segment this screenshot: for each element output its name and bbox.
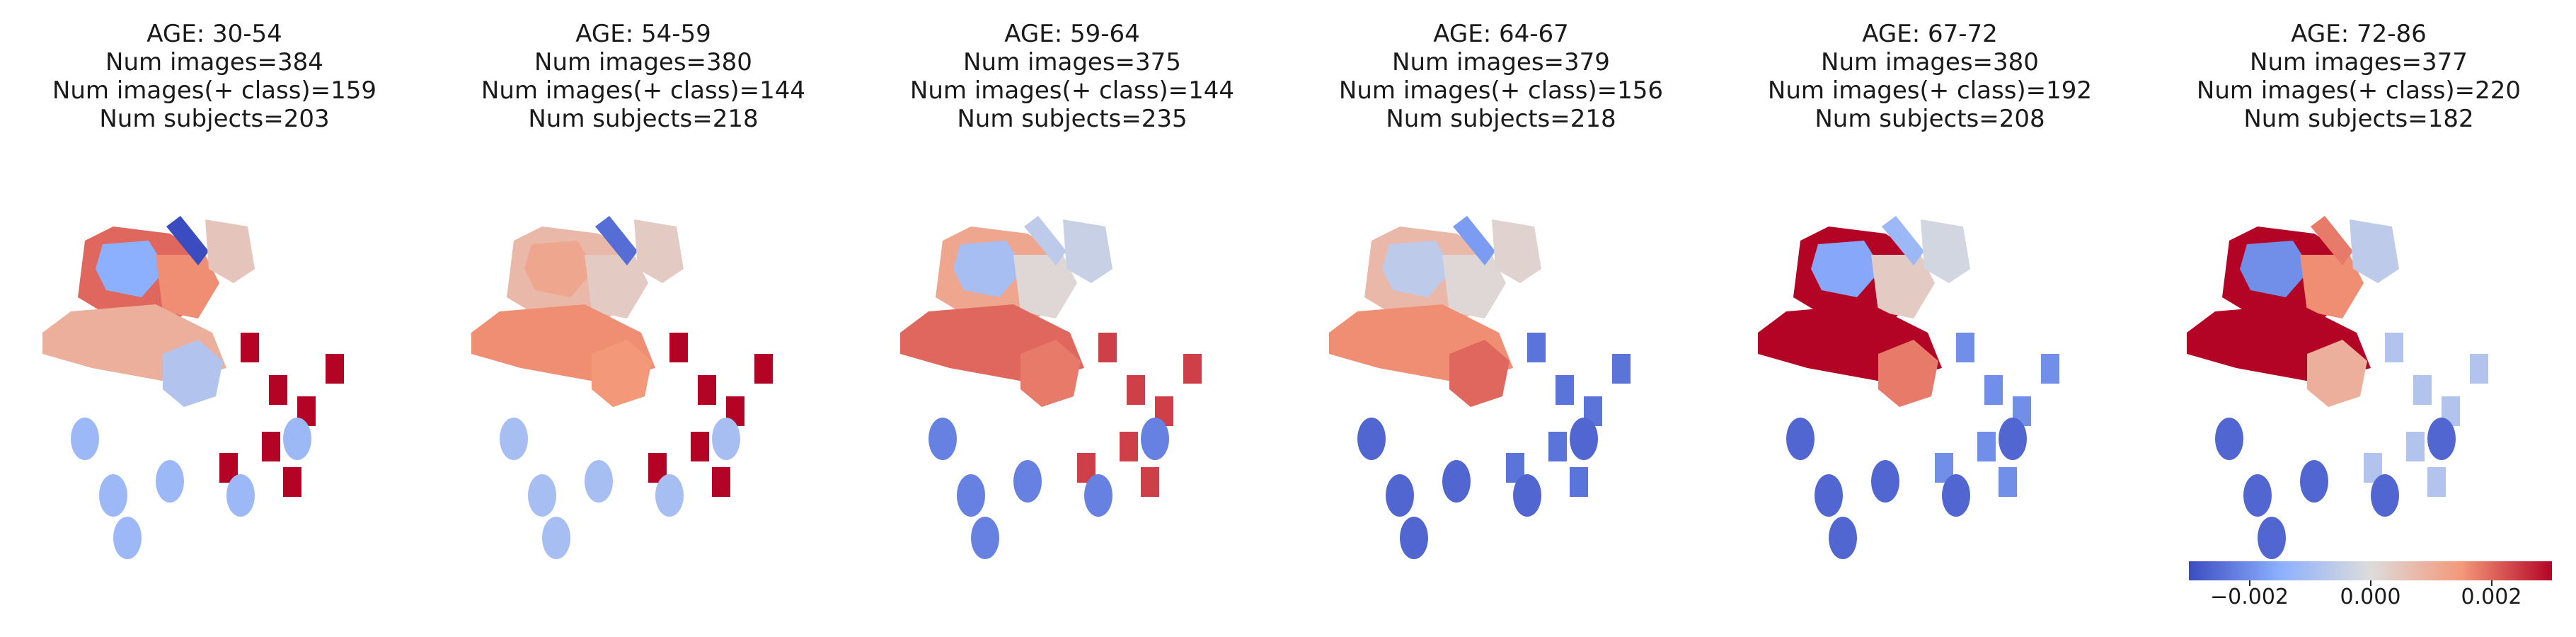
colorbar-tick (2248, 580, 2250, 586)
colorbar-gradient (2189, 561, 2552, 580)
brain-map-panel: AGE: 54-59 Num images=380 Num images(+ cla… (429, 0, 858, 637)
brain-slice-image (2187, 216, 2488, 559)
title-line-images: Num images=380 (1821, 48, 2039, 76)
brain-slice-image (471, 216, 773, 559)
title-line-subjects: Num subjects=235 (957, 105, 1188, 133)
title-line-pos: Num images(+ class)=159 (52, 76, 377, 105)
panel-title: AGE: 30-54 Num images=384 Num images(+ cla… (0, 20, 429, 133)
brain-slice-image (42, 216, 344, 559)
title-line-pos: Num images(+ class)=144 (481, 76, 806, 105)
title-line-age: AGE: 54-59 (575, 20, 711, 48)
brain-map-panel: AGE: 72-86 Num images=377 Num images(+ cla… (2144, 0, 2573, 637)
panel-title: AGE: 64-67 Num images=379 Num images(+ cla… (1287, 20, 1715, 133)
brain-slice-image (1758, 216, 2059, 559)
title-line-pos: Num images(+ class)=192 (1767, 76, 2093, 105)
colorbar-tick-label: 0.002 (2461, 585, 2522, 609)
panel-title: AGE: 72-86 Num images=377 Num images(+ cla… (2144, 20, 2573, 133)
title-line-pos: Num images(+ class)=220 (2196, 76, 2522, 105)
brain-map-panel: AGE: 64-67 Num images=379 Num images(+ cla… (1287, 0, 1715, 637)
brain-map-panel: AGE: 30-54 Num images=384 Num images(+ cla… (0, 0, 429, 637)
title-line-images: Num images=380 (534, 48, 752, 76)
title-line-age: AGE: 59-64 (1004, 20, 1140, 48)
title-line-images: Num images=379 (1392, 48, 1610, 76)
title-line-age: AGE: 72-86 (2291, 20, 2427, 48)
brain-slice-image (1329, 216, 1631, 559)
brain-map-panel: AGE: 59-64 Num images=375 Num images(+ cla… (858, 0, 1287, 637)
title-line-age: AGE: 30-54 (146, 20, 282, 48)
colorbar-tick-label: −0.002 (2209, 585, 2289, 609)
title-line-images: Num images=375 (963, 48, 1181, 76)
title-line-subjects: Num subjects=218 (528, 105, 759, 133)
title-line-images: Num images=384 (105, 48, 323, 76)
panel-title: AGE: 59-64 Num images=375 Num images(+ cla… (858, 20, 1287, 133)
colorbar-tick (2369, 580, 2371, 586)
colorbar-tick (2490, 580, 2492, 586)
title-line-subjects: Num subjects=208 (1815, 105, 2045, 133)
brain-slice-image (900, 216, 1202, 559)
colorbar (2189, 561, 2552, 580)
title-line-pos: Num images(+ class)=144 (909, 76, 1235, 105)
title-line-subjects: Num subjects=203 (99, 105, 330, 133)
title-line-subjects: Num subjects=182 (2243, 105, 2474, 133)
title-line-images: Num images=377 (2250, 48, 2468, 76)
title-line-subjects: Num subjects=218 (1386, 105, 1616, 133)
title-line-pos: Num images(+ class)=156 (1338, 76, 1664, 105)
title-line-age: AGE: 67-72 (1862, 20, 1998, 48)
title-line-age: AGE: 64-67 (1433, 20, 1569, 48)
brain-map-panel: AGE: 67-72 Num images=380 Num images(+ cla… (1715, 0, 2144, 637)
panel-title: AGE: 67-72 Num images=380 Num images(+ cla… (1715, 20, 2144, 133)
colorbar-tick-label: 0.000 (2340, 585, 2401, 609)
panel-title: AGE: 54-59 Num images=380 Num images(+ cla… (429, 20, 858, 133)
